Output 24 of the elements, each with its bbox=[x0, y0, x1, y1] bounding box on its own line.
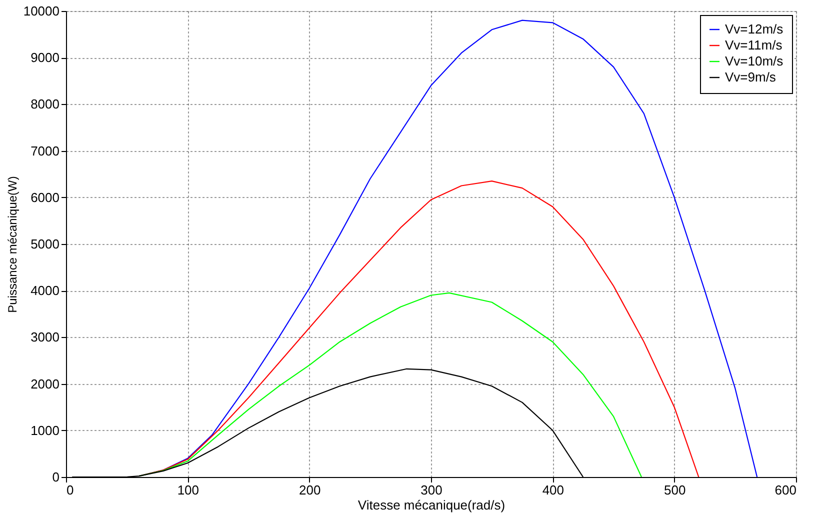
y-tick-label: 4000 bbox=[30, 283, 60, 298]
legend-label: Vv=10m/s bbox=[725, 54, 784, 68]
y-tick-label: 1000 bbox=[30, 422, 60, 438]
y-tick-label: 3000 bbox=[30, 330, 60, 345]
legend-label: Vv=12m/s bbox=[725, 22, 784, 36]
x-tick-label: 400 bbox=[542, 482, 564, 498]
y-tick-label: 8000 bbox=[30, 96, 60, 112]
x-tick-label: 0 bbox=[66, 482, 74, 498]
x-tick-label: 500 bbox=[664, 482, 686, 498]
y-axis-title: Puissance mécanique(W) bbox=[5, 176, 20, 313]
y-tick-label: 5000 bbox=[30, 236, 60, 252]
y-tick-label: 0 bbox=[52, 470, 60, 484]
y-tick-label: 9000 bbox=[30, 50, 60, 66]
x-tick-label: 100 bbox=[177, 482, 200, 498]
x-tick-label: 600 bbox=[774, 482, 796, 498]
legend-label: Vv=11m/s bbox=[725, 38, 783, 52]
legend-label: Vv=9m/s bbox=[725, 70, 776, 84]
x-tick-label: 300 bbox=[420, 482, 442, 498]
y-tick-label: 6000 bbox=[30, 190, 60, 205]
x-tick-label: 200 bbox=[298, 482, 321, 498]
y-tick-label: 10000 bbox=[23, 4, 60, 18]
y-tick-label: 2000 bbox=[30, 376, 60, 392]
y-tick-label: 7000 bbox=[30, 143, 60, 158]
x-axis-title: Vitesse mécanique(rad/s) bbox=[358, 498, 506, 512]
